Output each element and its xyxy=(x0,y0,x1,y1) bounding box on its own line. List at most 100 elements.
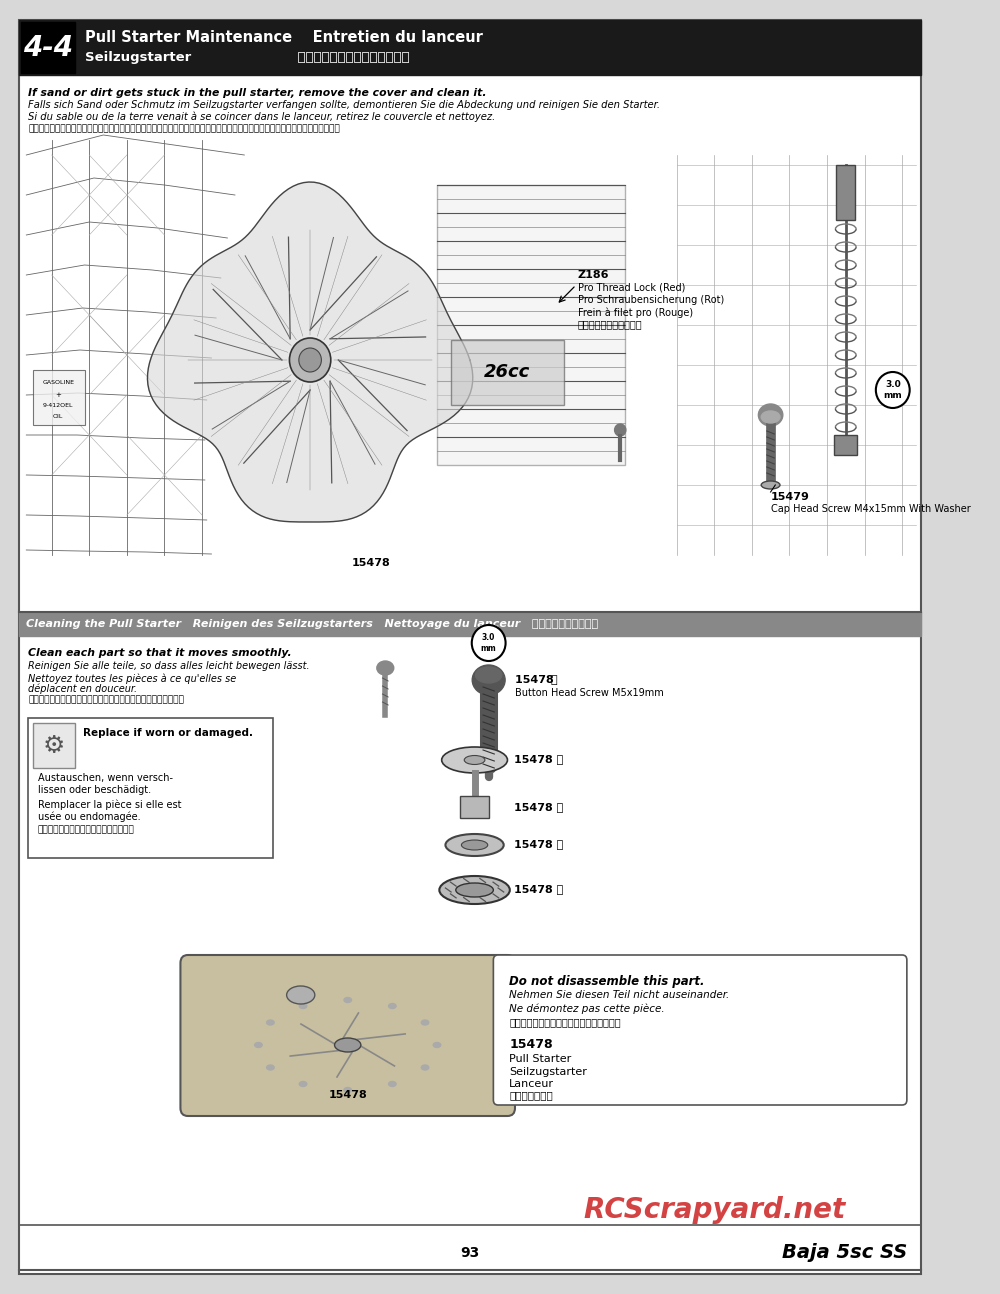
Ellipse shape xyxy=(299,1004,307,1008)
Ellipse shape xyxy=(615,424,626,436)
Text: 3.0
mm: 3.0 mm xyxy=(883,380,902,400)
Text: +: + xyxy=(55,392,61,399)
FancyBboxPatch shape xyxy=(180,955,515,1115)
Ellipse shape xyxy=(255,1043,262,1048)
Text: Pro Schraubensicherung (Rot): Pro Schraubensicherung (Rot) xyxy=(578,295,724,305)
Text: 9-412OEL: 9-412OEL xyxy=(43,402,74,408)
Text: Remplacer la pièce si elle est: Remplacer la pièce si elle est xyxy=(38,798,181,810)
Text: ⚙: ⚙ xyxy=(42,734,65,758)
Ellipse shape xyxy=(433,1043,441,1048)
Text: Nettoyez toutes les pièces à ce qu'elles se: Nettoyez toutes les pièces à ce qu'elles… xyxy=(28,673,236,683)
Ellipse shape xyxy=(287,986,315,1004)
Text: 15478 Ⓒ: 15478 Ⓒ xyxy=(514,802,563,813)
Text: Ⓐ: Ⓐ xyxy=(551,675,557,685)
Text: Frein à filet pro (Rouge): Frein à filet pro (Rouge) xyxy=(578,307,693,317)
Text: Seilzugstarter: Seilzugstarter xyxy=(509,1068,587,1077)
Text: RCScrapyard.net: RCScrapyard.net xyxy=(583,1196,845,1224)
Ellipse shape xyxy=(267,1020,274,1025)
Text: Austauschen, wenn versch-: Austauschen, wenn versch- xyxy=(38,773,173,783)
Text: 15478: 15478 xyxy=(328,1090,367,1100)
Polygon shape xyxy=(147,182,473,521)
Ellipse shape xyxy=(344,998,351,1003)
Text: Cap Head Screw M4x15mm With Washer: Cap Head Screw M4x15mm With Washer xyxy=(771,503,970,514)
Ellipse shape xyxy=(389,1082,396,1087)
Text: GASOLINE: GASOLINE xyxy=(42,380,74,386)
Ellipse shape xyxy=(335,1038,361,1052)
Text: 15478: 15478 xyxy=(515,675,558,685)
Text: usée ou endomagée.: usée ou endomagée. xyxy=(38,811,140,822)
Text: Baja 5sc SS: Baja 5sc SS xyxy=(782,1244,907,1263)
Text: 15478: 15478 xyxy=(509,1038,553,1051)
Text: Pro Thread Lock (Red): Pro Thread Lock (Red) xyxy=(578,283,685,292)
Text: 15478: 15478 xyxy=(352,558,391,568)
Text: 15478 Ⓓ: 15478 Ⓓ xyxy=(514,839,563,849)
Circle shape xyxy=(289,338,331,382)
Ellipse shape xyxy=(377,661,394,675)
Text: Nehmen Sie diesen Teil nicht auseinander.: Nehmen Sie diesen Teil nicht auseinander… xyxy=(509,990,730,1000)
Text: Z186: Z186 xyxy=(578,270,609,280)
Text: スターター本体は分解しないでください。: スターター本体は分解しないでください。 xyxy=(509,1017,621,1027)
Ellipse shape xyxy=(761,411,780,423)
Text: 15479: 15479 xyxy=(771,492,809,502)
Bar xyxy=(451,340,564,405)
Text: 4-4: 4-4 xyxy=(23,34,73,62)
Ellipse shape xyxy=(389,1004,396,1008)
Ellipse shape xyxy=(461,840,488,850)
Circle shape xyxy=(472,625,506,661)
Bar xyxy=(19,19,921,75)
Ellipse shape xyxy=(267,1065,274,1070)
Text: Replace if worn or damaged.: Replace if worn or damaged. xyxy=(83,729,253,738)
Ellipse shape xyxy=(476,666,502,683)
Text: 自分パーツがスムーズに動くように汚れを取り除いてください。: 自分パーツがスムーズに動くように汚れを取り除いてください。 xyxy=(28,695,184,704)
Ellipse shape xyxy=(445,835,504,857)
Text: Clean each part so that it moves smoothly.: Clean each part so that it moves smoothl… xyxy=(28,648,292,659)
Text: déplacent en douceur.: déplacent en douceur. xyxy=(28,685,137,695)
Ellipse shape xyxy=(464,756,485,765)
Text: Si du sable ou de la terre venait à se coincer dans le lanceur, retirez le couve: Si du sable ou de la terre venait à se c… xyxy=(28,113,495,123)
Text: 3.0
mm: 3.0 mm xyxy=(481,633,497,652)
Text: プルスターター: プルスターター xyxy=(509,1090,553,1100)
Ellipse shape xyxy=(472,665,505,695)
Text: Do not disassemble this part.: Do not disassemble this part. xyxy=(509,974,705,989)
Text: Button Head Screw M5x19mm: Button Head Screw M5x19mm xyxy=(515,688,664,697)
Ellipse shape xyxy=(442,747,507,773)
Ellipse shape xyxy=(421,1020,429,1025)
Ellipse shape xyxy=(421,1065,429,1070)
Ellipse shape xyxy=(439,876,510,905)
Text: Reinigen Sie alle teile, so dass alles leicht bewegen lässt.: Reinigen Sie alle teile, so dass alles l… xyxy=(28,661,310,672)
Text: ネジロック剤（レッド）: ネジロック剤（レッド） xyxy=(578,320,643,329)
Ellipse shape xyxy=(758,404,783,426)
Text: プルスターターに砂が詰まると動作しなくなり、エンジン起動が出来なくなります。走行時はプルスターターを分解済給します。: プルスターターに砂が詰まると動作しなくなり、エンジン起動が出来なくなります。走行… xyxy=(28,124,340,133)
Text: 損耗、破損している部品は交換します。: 損耗、破損している部品は交換します。 xyxy=(38,826,134,835)
Text: 26cc: 26cc xyxy=(484,364,531,380)
Bar xyxy=(19,612,921,635)
Text: 15478 Ⓑ: 15478 Ⓑ xyxy=(514,754,563,763)
Text: Pull Starter: Pull Starter xyxy=(509,1055,572,1064)
Bar xyxy=(437,185,625,465)
Text: Cleaning the Pull Starter   Reinigen des Seilzugstarters   Nettoyage du lanceur : Cleaning the Pull Starter Reinigen des S… xyxy=(26,619,598,629)
Circle shape xyxy=(299,348,321,371)
Ellipse shape xyxy=(761,481,780,489)
Text: Lanceur: Lanceur xyxy=(509,1079,554,1090)
FancyBboxPatch shape xyxy=(28,718,273,858)
Bar xyxy=(834,435,857,455)
FancyBboxPatch shape xyxy=(493,955,907,1105)
Text: Pull Starter Maintenance    Entretien du lanceur: Pull Starter Maintenance Entretien du la… xyxy=(85,31,482,45)
Text: If sand or dirt gets stuck in the pull starter, remove the cover and clean it.: If sand or dirt gets stuck in the pull s… xyxy=(28,88,487,98)
Ellipse shape xyxy=(344,1087,351,1092)
Bar xyxy=(21,22,75,72)
Text: 93: 93 xyxy=(460,1246,480,1260)
Text: lissen oder beschädigt.: lissen oder beschädigt. xyxy=(38,785,151,795)
Text: Falls sich Sand oder Schmutz im Seilzugstarter verfangen sollte, demontieren Sie: Falls sich Sand oder Schmutz im Seilzugs… xyxy=(28,100,660,110)
Bar xyxy=(33,370,85,424)
Text: Seilzugstarter                       プルスターターのメンテナンス: Seilzugstarter プルスターターのメンテナンス xyxy=(85,52,409,65)
Ellipse shape xyxy=(299,1082,307,1087)
Text: OIL: OIL xyxy=(53,414,63,419)
Circle shape xyxy=(876,371,910,408)
Bar xyxy=(460,796,489,818)
Text: 15478 Ⓔ: 15478 Ⓔ xyxy=(514,884,563,894)
Ellipse shape xyxy=(456,883,493,897)
Text: Ne démontez pas cette pièce.: Ne démontez pas cette pièce. xyxy=(509,1004,665,1014)
Bar xyxy=(33,723,75,769)
Bar xyxy=(836,166,855,220)
